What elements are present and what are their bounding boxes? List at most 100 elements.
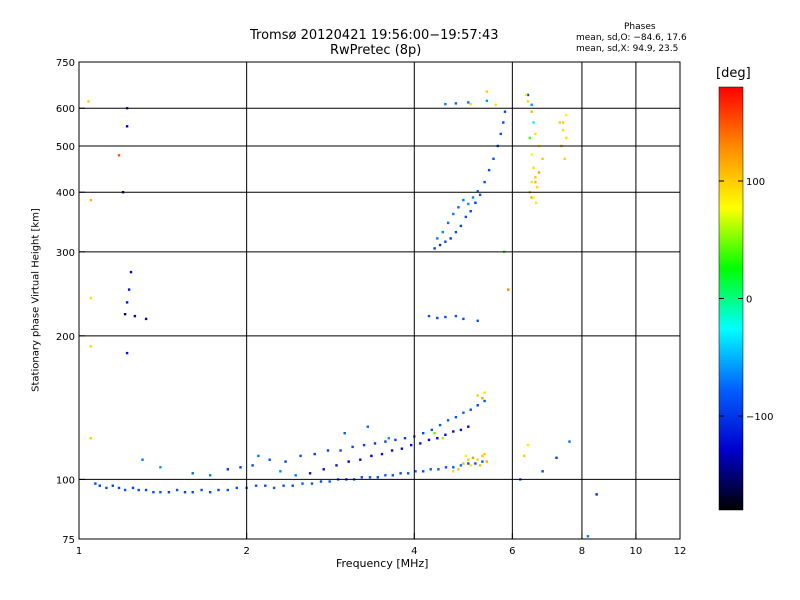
data-point xyxy=(485,90,489,93)
data-point xyxy=(366,425,369,428)
data-point xyxy=(419,442,422,445)
data-point xyxy=(446,221,450,225)
data-point xyxy=(534,176,537,179)
phase-stats-x-mode: mean, sd,X: 94.9, 23.5 xyxy=(576,44,679,54)
data-point xyxy=(530,103,533,106)
data-point xyxy=(530,196,533,199)
data-point xyxy=(467,425,470,428)
data-point xyxy=(301,482,304,485)
data-points-layer xyxy=(87,90,598,538)
data-point xyxy=(485,460,489,463)
data-point xyxy=(476,394,479,397)
data-point xyxy=(380,452,384,456)
data-point xyxy=(523,454,526,458)
data-point xyxy=(444,466,448,469)
data-point xyxy=(299,454,302,458)
data-point xyxy=(183,491,187,494)
data-point xyxy=(368,476,372,479)
data-point xyxy=(436,237,439,240)
data-point xyxy=(159,491,162,494)
data-point xyxy=(125,125,129,128)
data-point xyxy=(507,288,510,291)
data-point xyxy=(526,93,530,97)
data-point xyxy=(462,411,465,414)
x-tick-label: 2 xyxy=(243,546,249,557)
data-point xyxy=(452,212,455,216)
data-point xyxy=(335,464,338,467)
data-point xyxy=(459,224,463,228)
data-point xyxy=(532,196,535,199)
data-point xyxy=(294,474,297,477)
data-point xyxy=(226,468,229,471)
data-point xyxy=(494,103,497,106)
data-point xyxy=(125,301,129,304)
data-point xyxy=(444,433,447,436)
colorbar-tick-label: 0 xyxy=(746,295,752,306)
data-point xyxy=(399,472,402,475)
data-point xyxy=(499,132,502,136)
data-point xyxy=(328,480,331,483)
data-point xyxy=(563,157,566,160)
data-point xyxy=(476,404,479,407)
data-point xyxy=(310,482,314,485)
x-tick-label: 8 xyxy=(579,546,585,557)
data-point xyxy=(534,201,538,204)
data-point xyxy=(457,468,460,471)
data-point xyxy=(541,470,544,473)
y-tick-label: 500 xyxy=(56,142,75,153)
data-point xyxy=(441,230,444,234)
data-point xyxy=(437,468,440,471)
data-point xyxy=(454,416,458,419)
data-point xyxy=(87,100,90,103)
colorbar-tick-label: 100 xyxy=(746,177,765,188)
data-point xyxy=(433,432,436,435)
data-point xyxy=(209,474,212,477)
data-point xyxy=(94,482,97,485)
y-tick-label: 100 xyxy=(56,475,75,486)
data-point xyxy=(503,110,507,113)
data-point xyxy=(430,428,433,432)
data-point xyxy=(291,484,294,487)
data-point xyxy=(394,438,397,442)
data-point xyxy=(476,319,479,322)
data-point xyxy=(530,153,533,156)
data-point xyxy=(319,480,323,483)
data-point xyxy=(436,316,439,320)
data-point xyxy=(251,464,254,467)
data-point xyxy=(131,486,135,490)
data-point xyxy=(454,230,458,234)
phase-stats-o-mode: mean, sd,O: −84.6, 17.6 xyxy=(576,33,687,43)
data-point xyxy=(452,470,455,473)
data-point xyxy=(483,399,486,403)
data-point xyxy=(449,237,452,240)
data-point xyxy=(537,171,541,174)
data-point xyxy=(487,168,491,172)
data-point xyxy=(268,458,271,461)
data-point xyxy=(376,476,379,479)
data-point xyxy=(400,447,404,450)
data-point xyxy=(191,491,194,494)
data-point xyxy=(264,484,267,487)
data-point xyxy=(427,438,431,442)
data-point xyxy=(469,464,472,467)
data-point xyxy=(530,110,533,113)
data-point xyxy=(467,101,470,104)
data-point xyxy=(127,288,131,291)
data-point xyxy=(343,432,346,435)
data-point xyxy=(339,449,342,452)
y-tick-label: 75 xyxy=(62,535,75,546)
data-point xyxy=(89,437,92,440)
data-point xyxy=(403,437,407,440)
data-point xyxy=(476,190,479,193)
grid-layer xyxy=(79,62,680,539)
x-tick-label: 4 xyxy=(411,546,417,557)
data-point xyxy=(438,423,442,427)
data-point xyxy=(433,247,436,250)
data-point xyxy=(561,128,565,132)
data-point xyxy=(474,462,477,465)
data-point xyxy=(137,488,140,492)
data-point xyxy=(123,313,127,316)
data-point xyxy=(167,491,171,494)
y-tick-label: 300 xyxy=(56,248,75,259)
